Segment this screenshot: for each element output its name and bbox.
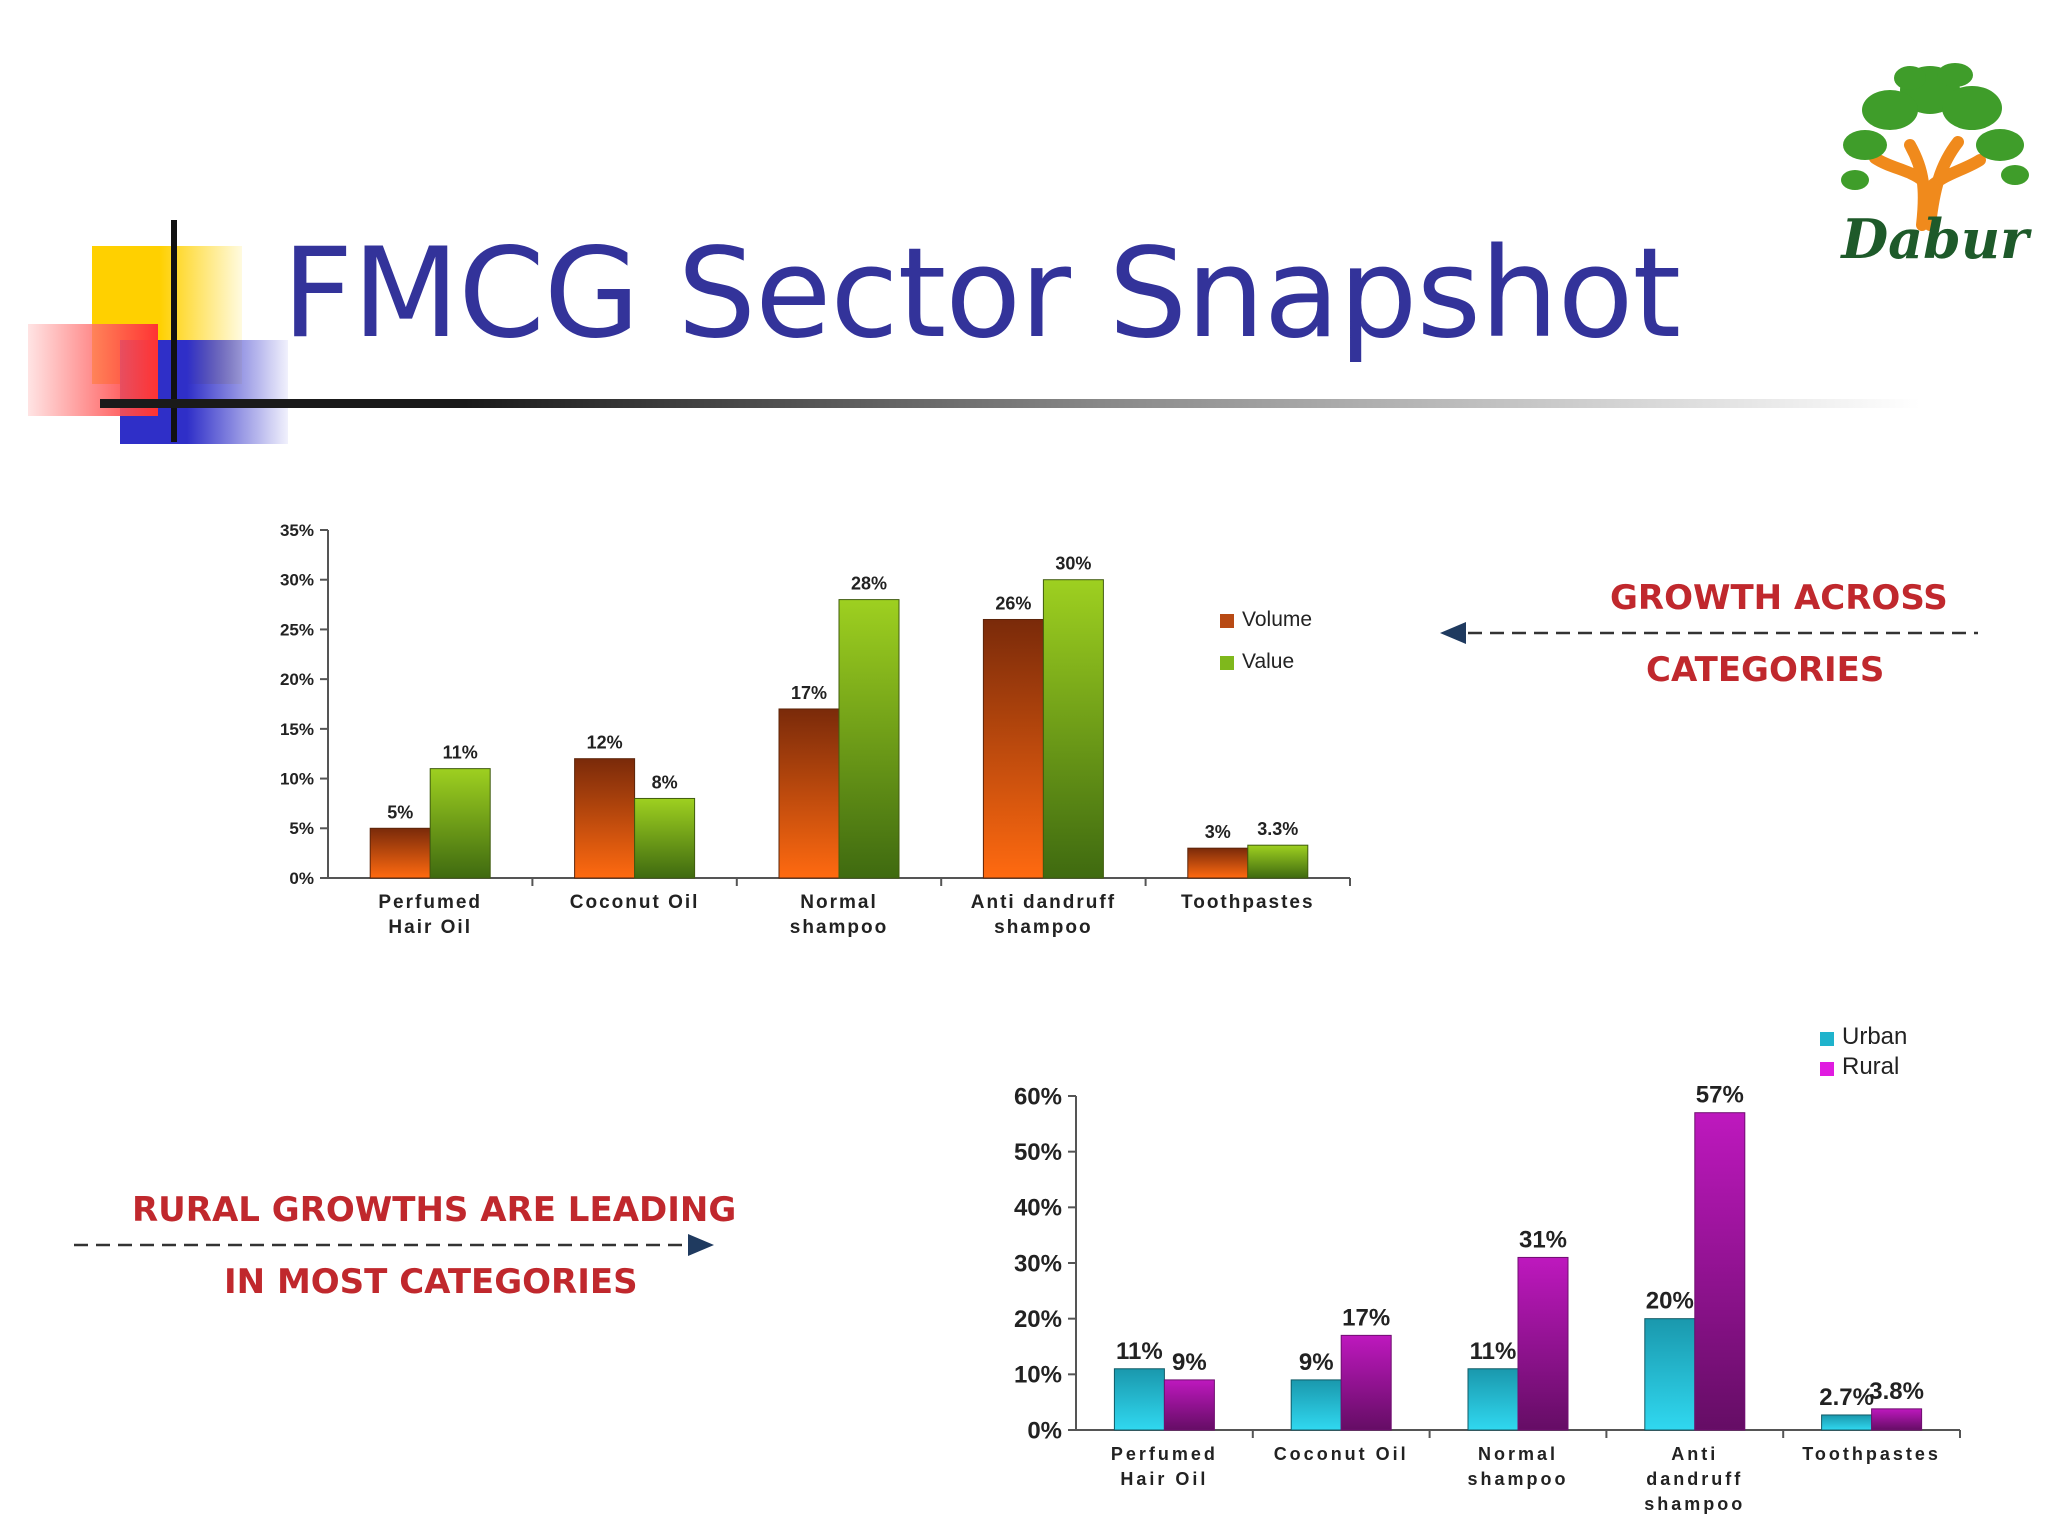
- y-tick-label: 50%: [1014, 1139, 1062, 1166]
- bar-volume: [982, 618, 1044, 879]
- y-tick-label: 60%: [1014, 1083, 1062, 1110]
- category-label: Anti: [1671, 1444, 1718, 1464]
- y-tick-label: 20%: [280, 670, 314, 689]
- data-label: 28%: [851, 574, 887, 594]
- data-label: 12%: [587, 733, 623, 753]
- bar-value: [1247, 844, 1309, 879]
- callout-bottom-line1: RURAL GROWTHS ARE LEADING: [132, 1190, 737, 1230]
- legend-label-rural: Rural: [1842, 1053, 1899, 1080]
- data-label: 26%: [995, 593, 1031, 613]
- bar-urban: [1467, 1368, 1519, 1431]
- data-label: 8%: [652, 772, 678, 792]
- data-label: 3.8%: [1869, 1378, 1924, 1405]
- y-tick-label: 15%: [280, 720, 314, 739]
- legend-swatch-rural: [1820, 1062, 1834, 1076]
- legend-swatch-volume: [1220, 614, 1234, 628]
- tree-icon: Dabur: [1839, 63, 2032, 271]
- title-underline: [100, 399, 1920, 408]
- data-label: 17%: [791, 683, 827, 703]
- bar-rural: [1694, 1112, 1746, 1431]
- callout-top-line2: CATEGORIES: [1646, 650, 1885, 690]
- data-label: 2.7%: [1819, 1384, 1874, 1411]
- y-tick-label: 20%: [1014, 1306, 1062, 1333]
- data-label: 11%: [443, 743, 478, 763]
- bar-value: [634, 797, 696, 879]
- category-label: shampoo: [790, 917, 888, 938]
- legend-swatch-value: [1220, 656, 1234, 670]
- y-tick-label: 10%: [1014, 1362, 1062, 1389]
- category-label: shampoo: [1467, 1469, 1568, 1489]
- category-label: shampoo: [1644, 1494, 1745, 1514]
- category-label: Perfumed: [1111, 1444, 1218, 1464]
- y-tick-label: 10%: [280, 770, 314, 789]
- category-label: Hair Oil: [388, 917, 472, 938]
- data-label: 11%: [1470, 1338, 1517, 1365]
- data-label: 3%: [1205, 822, 1231, 842]
- urban-rural-growth-chart: 0% 10% 20% 30% 40% 50% 60% Perfumed Hair Oil 11% 9…: [1014, 1023, 1961, 1514]
- bar-value: [838, 599, 900, 879]
- dabur-logo: Dabur: [1830, 50, 2040, 271]
- y-tick-label: 25%: [280, 620, 314, 639]
- bar-urban: [1821, 1414, 1873, 1431]
- data-label: 30%: [1055, 554, 1091, 574]
- deco-vertical-line: [171, 220, 177, 442]
- bar-rural: [1871, 1408, 1923, 1431]
- data-label: 9%: [1299, 1349, 1334, 1376]
- y-tick-label: 30%: [280, 571, 314, 590]
- bar-volume: [778, 708, 840, 879]
- data-label: 20%: [1646, 1288, 1694, 1315]
- callout-top-line1: GROWTH ACROSS: [1610, 578, 1948, 618]
- bar-volume: [369, 827, 431, 879]
- bar-value: [429, 768, 491, 879]
- category-label: Hair Oil: [1120, 1469, 1208, 1489]
- category-label: Normal: [1478, 1444, 1558, 1464]
- data-label: 31%: [1519, 1226, 1567, 1253]
- category-label: Toothpastes: [1802, 1444, 1941, 1464]
- bar-volume: [574, 758, 636, 879]
- category-label: Anti dandruff: [971, 892, 1116, 913]
- callout-bottom-line2: IN MOST CATEGORIES: [224, 1262, 638, 1302]
- category-label: Perfumed: [378, 892, 482, 913]
- category-label: Coconut Oil: [1274, 1444, 1409, 1464]
- y-tick-label: 5%: [289, 819, 314, 838]
- data-label: 57%: [1696, 1082, 1744, 1109]
- category-label: Coconut Oil: [570, 892, 700, 913]
- bar-rural: [1340, 1334, 1392, 1431]
- bar-value: [1042, 579, 1104, 879]
- category-label: shampoo: [994, 917, 1092, 938]
- y-tick-label: 30%: [1014, 1250, 1062, 1277]
- data-label: 9%: [1172, 1349, 1207, 1376]
- y-tick-label: 0%: [1027, 1417, 1062, 1444]
- arrow-right-icon: [74, 1234, 714, 1256]
- bar-rural: [1517, 1256, 1569, 1431]
- bar-urban: [1113, 1368, 1165, 1431]
- category-label: dandruff: [1646, 1469, 1743, 1489]
- y-tick-label: 35%: [280, 521, 314, 540]
- data-label: 11%: [1116, 1338, 1163, 1365]
- bar-volume: [1187, 847, 1249, 879]
- data-label: 5%: [387, 802, 413, 822]
- bar-urban: [1290, 1379, 1342, 1431]
- bar-urban: [1644, 1318, 1696, 1431]
- bar-rural: [1163, 1379, 1215, 1431]
- slide-title: FMCG Sector Snapshot: [282, 222, 1681, 366]
- arrow-left-icon: [1440, 622, 1978, 644]
- legend-label-volume: Volume: [1242, 608, 1312, 631]
- y-tick-label: 0%: [289, 869, 314, 888]
- logo-text: Dabur: [1839, 207, 2032, 270]
- legend-label-urban: Urban: [1842, 1023, 1907, 1050]
- data-label: 3.3%: [1257, 819, 1298, 839]
- legend-label-value: Value: [1242, 650, 1294, 673]
- y-tick-label: 40%: [1014, 1195, 1062, 1222]
- category-label: Toothpastes: [1181, 892, 1315, 913]
- legend-swatch-urban: [1820, 1032, 1834, 1046]
- category-label: Normal: [800, 892, 877, 913]
- growth-across-categories-chart: 0% 5% 10% 15% 20% 25% 30% 35% Perfumed Hair Oil 5%…: [280, 521, 1351, 938]
- data-label: 17%: [1342, 1304, 1390, 1331]
